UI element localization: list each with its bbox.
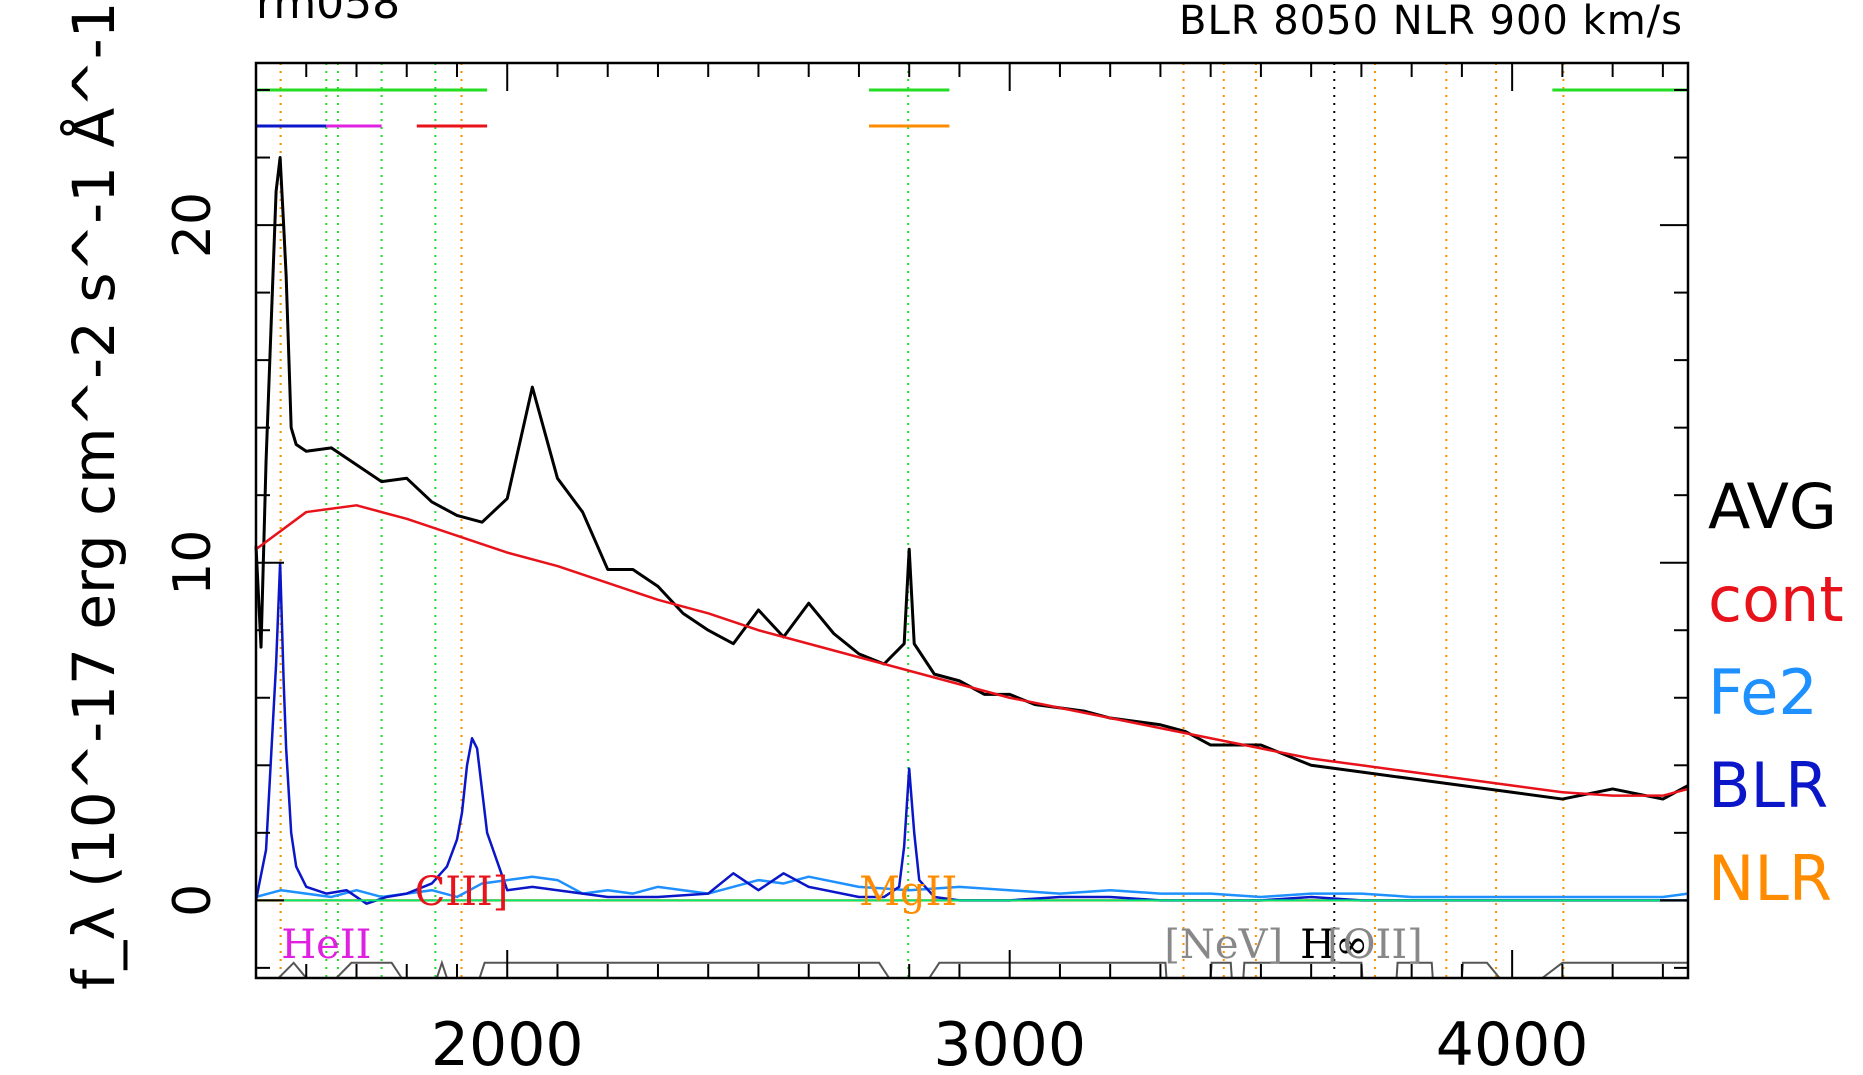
plot-border — [254, 61, 1690, 980]
series-line-fe2 — [255, 875, 1689, 899]
x-tick-label: 3000 — [933, 1010, 1086, 1075]
line-label: CIII] — [415, 869, 509, 915]
plot-frame: 2000 3000 4000 0 10 20 — [163, 61, 1690, 1075]
legend-blr: BLR — [1708, 749, 1829, 822]
fit-windows — [256, 959, 1688, 979]
legend: AVG cont Fe2 BLR NLR — [1708, 460, 1844, 925]
legend-nlr: NLR — [1708, 842, 1832, 915]
y-tick-label: 10 — [163, 530, 223, 596]
chart-subtitle: BLR 8050 NLR 900 km/s — [1179, 0, 1683, 44]
line-label: HeII — [281, 922, 371, 968]
x-tick-label: 4000 — [1436, 1010, 1589, 1075]
legend-avg: AVG — [1708, 470, 1837, 543]
legend-cont: cont — [1708, 563, 1844, 636]
line-label: H∞ — [1300, 922, 1368, 968]
legend-fe2: Fe2 — [1708, 656, 1818, 729]
marker-lines — [256, 63, 1688, 978]
line-label: [OII] — [1327, 922, 1423, 968]
series-line-cont — [255, 504, 1689, 797]
y-axis-label: f_λ (10^-17 erg cm^-2 s^-1 Å^-1) — [60, 0, 128, 990]
line-labels: HeII CIII] MgII [NeV] H∞[OII] — [281, 869, 1423, 968]
y-tick-label: 0 — [163, 884, 223, 917]
line-label: [NeV] — [1164, 922, 1283, 968]
x-tick-label: 2000 — [431, 1010, 584, 1075]
series-group — [254, 156, 1689, 905]
y-tick-label: 20 — [163, 192, 223, 258]
series-line-avg — [254, 156, 1689, 801]
chart-title: rm058 — [256, 0, 401, 29]
fit-window-curve — [256, 959, 1688, 979]
series-line-blr — [254, 561, 1688, 905]
line-label: MgII — [859, 869, 957, 915]
